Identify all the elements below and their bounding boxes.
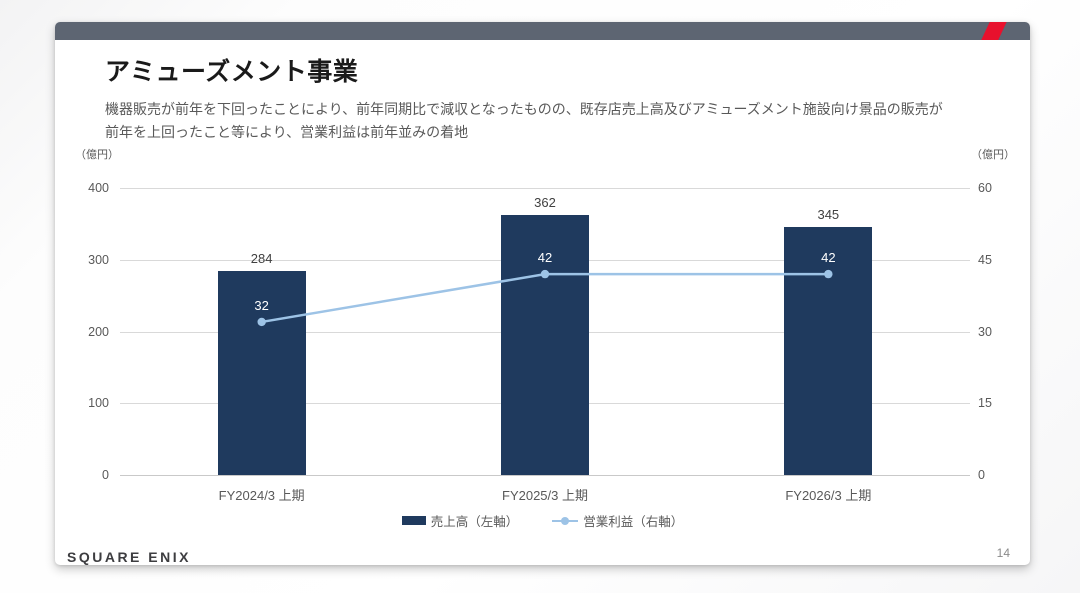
bar-value-label: 284 [250, 251, 273, 267]
left-axis-tick: 0 [102, 468, 109, 482]
summary-line-1: 機器販売が前年を下回ったことにより、前年同期比で減収となったものの、既存店売上高… [105, 101, 943, 117]
gridline [120, 475, 970, 476]
legend-label-operating-income: 営業利益（右軸） [583, 515, 684, 529]
left-axis-tick: 100 [88, 396, 109, 411]
right-axis-tick: 30 [978, 324, 992, 339]
page-number: 14 [996, 546, 1010, 560]
bar-series-swatch [401, 516, 426, 525]
category-label: FY2025/3 上期 [502, 488, 588, 503]
category-label: FY2026/3 上期 [785, 488, 872, 503]
line-value-label: 42 [537, 250, 553, 266]
line-marker [824, 269, 833, 279]
category-label: FY2024/3 上期 [218, 488, 305, 503]
line-series-swatch [552, 516, 579, 525]
right-axis-tick: 45 [978, 252, 992, 267]
sales-bar [501, 215, 589, 475]
bar-value-label: 345 [817, 207, 840, 223]
summary-line-2: 前年を上回ったこと等により、営業利益は前年並みの着地 [105, 124, 469, 140]
combo-chart: （億円） （億円） 400 60 300 45 200 30 100 15 0 0 284 362 345 3… [55, 144, 1030, 519]
sales-bar [784, 227, 873, 475]
legend-label-sales: 売上高（左軸） [430, 515, 519, 529]
summary-text: 機器販売が前年を下回ったことにより、前年同期比で減収となったものの、既存店売上高… [105, 98, 943, 144]
legend-item-sales: 売上高（左軸） [401, 511, 519, 530]
left-axis-tick: 200 [88, 324, 109, 339]
chart-legend: 売上高（左軸） 営業利益（右軸） [55, 511, 1030, 530]
slide: アミューズメント事業 機器販売が前年を下回ったことにより、前年同期比で減収となっ… [55, 22, 1030, 565]
right-axis-unit: （億円） [971, 149, 1015, 161]
page-title: アミューズメント事業 [105, 58, 359, 86]
right-axis-tick: 60 [978, 181, 992, 195]
line-marker [540, 269, 550, 279]
left-axis-tick: 400 [88, 181, 109, 195]
bar-value-label: 362 [534, 195, 556, 211]
right-axis-tick: 0 [978, 468, 985, 482]
line-value-label: 32 [254, 297, 269, 313]
legend-item-operating-income: 営業利益（右軸） [552, 511, 683, 530]
left-axis-unit: （億円） [75, 149, 119, 161]
sales-bar [217, 271, 306, 475]
gridline [120, 188, 970, 189]
left-axis-tick: 300 [88, 252, 109, 267]
square-enix-logo: SQUARE ENIX [67, 549, 191, 565]
brand-accent-slash [979, 22, 1008, 40]
slide-header-bar [55, 22, 1030, 40]
operating-income-line [257, 269, 833, 327]
right-axis-tick: 15 [978, 396, 992, 411]
line-marker [257, 317, 266, 327]
line-value-label: 42 [821, 250, 836, 266]
